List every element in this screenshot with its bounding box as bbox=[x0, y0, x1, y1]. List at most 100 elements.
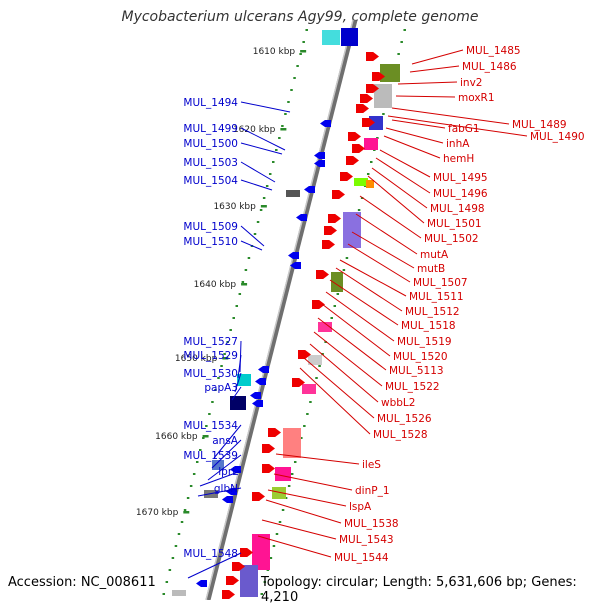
track-dot bbox=[202, 437, 205, 439]
reverse-gene-label: ansA bbox=[212, 435, 239, 447]
reverse-label-leader bbox=[240, 240, 263, 251]
track-dot bbox=[397, 53, 400, 55]
forward-gene-label: moxR1 bbox=[458, 92, 495, 104]
scale-tick bbox=[202, 435, 209, 438]
reverse-label-leader bbox=[213, 424, 242, 459]
forward-gene-label: inv2 bbox=[460, 77, 482, 89]
reverse-gene-label: MUL_1529 bbox=[183, 350, 238, 362]
track-dot bbox=[171, 557, 175, 559]
forward-gene-label: MUL_1522 bbox=[385, 381, 440, 393]
track-dot bbox=[333, 305, 337, 307]
track-dot bbox=[241, 281, 245, 283]
forward-gene-label: MUL_1518 bbox=[401, 320, 456, 332]
reverse-label-leader bbox=[234, 372, 242, 393]
forward-gene-label: ileS bbox=[362, 459, 381, 471]
track-dot bbox=[168, 569, 172, 571]
pink-feature-block bbox=[275, 467, 291, 481]
forward-gene-arrow bbox=[322, 240, 335, 249]
pink-feature-block bbox=[318, 322, 332, 332]
track-dot bbox=[290, 89, 293, 91]
reverse-gene-arrow bbox=[290, 262, 301, 269]
forward-gene-label: MUL_1485 bbox=[466, 45, 521, 57]
reverse-gene-label: MUL_1503 bbox=[183, 157, 238, 169]
cyan-feature-block bbox=[322, 30, 340, 45]
reverse-gene-arrow bbox=[304, 186, 315, 193]
forward-label-leader bbox=[275, 453, 360, 465]
reverse-gene-arrow bbox=[250, 392, 261, 399]
track-dot bbox=[189, 485, 193, 487]
track-dot bbox=[174, 545, 178, 547]
scale-mark-label: 1660 kbp bbox=[155, 432, 198, 442]
forward-gene-arrow bbox=[252, 492, 265, 501]
forward-gene-label: MUL_1538 bbox=[344, 518, 399, 530]
scale-mark-label: 1610 kbp bbox=[253, 47, 296, 57]
scale-tick bbox=[280, 128, 287, 131]
forward-label-leader bbox=[329, 279, 399, 326]
forward-label-leader bbox=[261, 519, 337, 540]
track-dot bbox=[366, 173, 370, 175]
forward-gene-arrow bbox=[340, 172, 353, 181]
reverse-label-leader bbox=[240, 179, 273, 191]
forward-gene-arrow bbox=[372, 72, 385, 81]
forward-label-leader bbox=[371, 167, 428, 209]
track-dot bbox=[284, 113, 287, 115]
scale-tick bbox=[183, 511, 190, 514]
track-dot bbox=[305, 29, 308, 31]
map-title: Mycobacterium ulcerans Agy99, complete g… bbox=[121, 9, 479, 25]
forward-gene-label: MUL_1511 bbox=[409, 291, 464, 303]
track-dot bbox=[199, 449, 202, 451]
reverse-gene-arrow bbox=[314, 160, 325, 167]
forward-label-leader bbox=[375, 157, 431, 194]
forward-label-leader bbox=[359, 195, 422, 239]
track-dot bbox=[256, 221, 260, 223]
reverse-label-leader bbox=[187, 552, 242, 579]
track-dot bbox=[281, 125, 284, 127]
scale-tick bbox=[222, 357, 229, 360]
genome-backbone bbox=[205, 19, 358, 600]
scale-mark-label: 1640 kbp bbox=[194, 280, 237, 290]
forward-label-leader bbox=[303, 357, 375, 419]
track-dot bbox=[293, 461, 297, 463]
reverse-gene-label: MUL_1527 bbox=[183, 336, 238, 348]
track-dot bbox=[262, 197, 266, 199]
forward-gene-label: MUL_1495 bbox=[433, 172, 488, 184]
pink-feature-block bbox=[252, 534, 270, 570]
track-dot bbox=[220, 365, 223, 367]
forward-gene-label: MUL_1512 bbox=[405, 306, 460, 318]
track-dot bbox=[370, 161, 373, 163]
forward-gene-arrow bbox=[262, 444, 275, 453]
navy-feature-block bbox=[341, 28, 358, 46]
track-dot bbox=[183, 509, 187, 511]
track-dot bbox=[324, 341, 327, 343]
forward-label-leader bbox=[351, 231, 415, 269]
track-dot bbox=[165, 581, 169, 583]
forward-label-leader bbox=[313, 331, 383, 387]
track-dot bbox=[306, 413, 309, 415]
track-dot bbox=[284, 497, 288, 499]
track-dot bbox=[244, 269, 248, 271]
forward-label-leader bbox=[273, 473, 353, 491]
track-dot bbox=[303, 425, 306, 427]
genome-summary-text: Topology: circular; Length: 5,631,606 bp… bbox=[261, 575, 577, 605]
forward-gene-label: MUL_1519 bbox=[397, 336, 452, 348]
reverse-gene-label: MUL_1548 bbox=[183, 548, 238, 560]
track-dot bbox=[180, 521, 184, 523]
forward-gene-arrow bbox=[222, 590, 235, 599]
forward-label-leader bbox=[355, 213, 418, 255]
track-dot bbox=[330, 317, 333, 319]
track-dot bbox=[315, 377, 318, 379]
pink-feature-block bbox=[364, 138, 378, 150]
track-dot bbox=[211, 401, 214, 403]
track-dot bbox=[290, 473, 294, 475]
reverse-gene-label: lprL bbox=[218, 466, 238, 478]
blue-feature-block bbox=[369, 116, 383, 130]
track-dot bbox=[275, 533, 279, 535]
reverse-gene-label: MUL_1499 bbox=[183, 123, 238, 135]
forward-gene-arrow bbox=[366, 84, 379, 93]
forward-label-leader bbox=[409, 65, 460, 73]
reverse-gene-arrow bbox=[255, 378, 266, 385]
track-dot bbox=[342, 269, 346, 271]
forward-gene-label: inhA bbox=[446, 138, 470, 150]
forward-gene-arrow bbox=[332, 190, 345, 199]
track-dot bbox=[357, 209, 361, 211]
